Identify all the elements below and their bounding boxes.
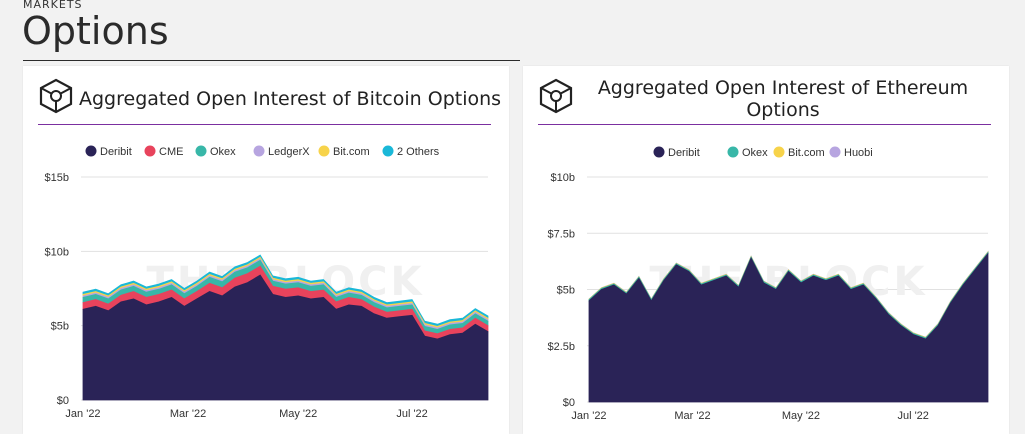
legend-label: Deribit xyxy=(100,146,132,158)
legend-label: Huobi xyxy=(844,147,873,159)
legend-item: 2 Others xyxy=(383,146,440,159)
legend-swatch xyxy=(145,146,156,157)
x-tick-label: May '22 xyxy=(782,410,820,422)
y-tick-label: $7.5b xyxy=(547,228,575,240)
x-tick-label: Mar '22 xyxy=(674,410,710,422)
legend-item: Bit.com xyxy=(774,147,825,160)
x-tick-label: Jul '22 xyxy=(897,410,928,422)
legend-label: LedgerX xyxy=(268,146,310,158)
legend-item: Deribit xyxy=(86,146,132,159)
page-title: Options xyxy=(22,9,169,53)
legend-label: Okex xyxy=(210,146,236,158)
y-tick-label: $5b xyxy=(51,321,69,333)
y-tick-label: $10b xyxy=(551,172,575,184)
btc-open-interest-chart: Deribit CME Okex LedgerX Bit.com 2 Others $0 $5… xyxy=(23,136,509,434)
legend-swatch xyxy=(830,147,841,158)
y-tick-label: $2.5b xyxy=(547,341,575,353)
legend-swatch xyxy=(86,146,97,157)
legend-swatch xyxy=(254,146,265,157)
y-tick-label: $15b xyxy=(45,172,69,184)
x-tick-label: Mar '22 xyxy=(170,408,206,420)
cube-logo-icon xyxy=(38,78,74,114)
legend-swatch xyxy=(196,146,207,157)
chart-title: Aggregated Open Interest of Bitcoin Opti… xyxy=(79,88,501,110)
y-tick-label: $0 xyxy=(57,395,69,407)
legend-swatch xyxy=(774,147,785,158)
legend-label: Okex xyxy=(742,147,768,159)
legend-item: LedgerX xyxy=(254,146,311,159)
legend-item: Deribit xyxy=(654,147,700,160)
legend-item: Okex xyxy=(728,147,769,160)
legend-swatch xyxy=(654,147,665,158)
legend-label: CME xyxy=(159,146,183,158)
legend-item: Huobi xyxy=(830,147,873,160)
eth-options-card: Aggregated Open Interest of Ethereum Opt… xyxy=(523,66,1009,434)
y-tick-label: $10b xyxy=(45,246,69,258)
legend-label: Bit.com xyxy=(333,146,370,158)
x-tick-label: May '22 xyxy=(279,408,317,420)
cube-logo-icon xyxy=(538,78,574,114)
chart-title: Aggregated Open Interest of Ethereum Opt… xyxy=(583,77,983,121)
header-divider xyxy=(23,60,520,61)
x-tick-label: Jul '22 xyxy=(396,408,427,420)
y-tick-label: $5b xyxy=(557,285,575,297)
legend-label: 2 Others xyxy=(397,146,440,158)
legend-item: CME xyxy=(145,146,184,159)
eth-open-interest-chart: Deribit Okex Bit.com Huobi $0 $2.5b $5b $7.5b $1… xyxy=(523,136,1009,434)
x-tick-label: Jan '22 xyxy=(571,410,606,422)
legend-swatch xyxy=(319,146,330,157)
btc-options-card: Aggregated Open Interest of Bitcoin Opti… xyxy=(23,66,509,434)
title-divider xyxy=(538,124,991,125)
page-header: MARKETS Options xyxy=(0,0,1025,62)
legend-swatch xyxy=(383,146,394,157)
legend-label: Deribit xyxy=(668,147,700,159)
y-tick-label: $0 xyxy=(563,397,575,409)
title-divider xyxy=(38,124,491,125)
legend-item: Bit.com xyxy=(319,146,370,159)
legend-label: Bit.com xyxy=(788,147,825,159)
legend-swatch xyxy=(728,147,739,158)
x-tick-label: Jan '22 xyxy=(65,408,100,420)
legend-item: Okex xyxy=(196,146,237,159)
